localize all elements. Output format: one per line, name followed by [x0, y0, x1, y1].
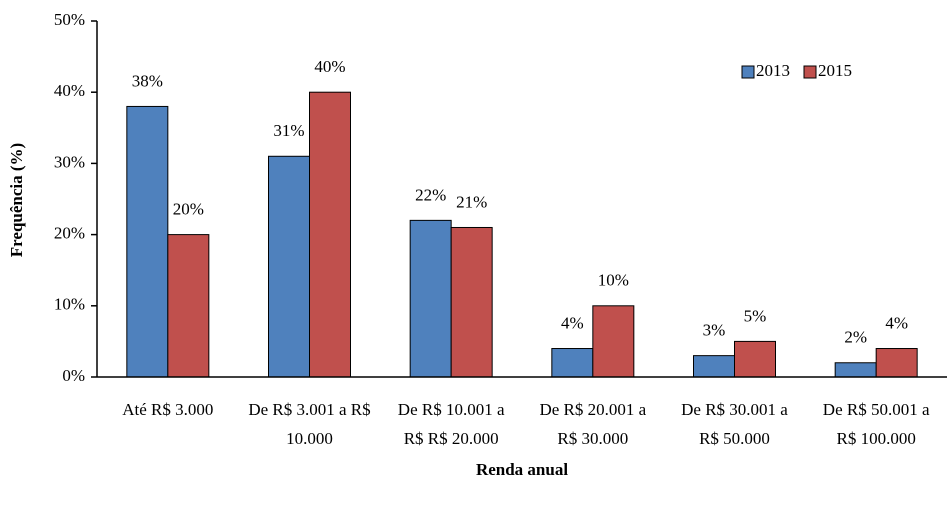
- bar: [450, 226, 493, 378]
- bar: [167, 234, 210, 378]
- bar: [551, 348, 594, 378]
- x-tick-label: De R$ 50.001 a: [823, 400, 930, 419]
- value-label: 20%: [173, 200, 204, 219]
- x-tick-label: R$ R$ 20.000: [404, 429, 499, 448]
- y-tick-label: 40%: [54, 81, 85, 100]
- x-tick-label: De R$ 30.001 a: [681, 400, 788, 419]
- bar: [126, 105, 169, 378]
- bar: [592, 305, 635, 378]
- y-tick-label: 30%: [54, 152, 85, 171]
- bar: [693, 355, 735, 378]
- value-label: 22%: [415, 185, 446, 204]
- x-tick-label: De R$ 10.001 a: [398, 400, 505, 419]
- x-tick-label: R$ 100.000: [836, 429, 915, 448]
- bar: [268, 155, 310, 378]
- bar: [875, 348, 918, 378]
- value-label: 4%: [561, 313, 584, 332]
- value-label: 10%: [598, 271, 629, 290]
- value-label: 31%: [273, 121, 304, 140]
- x-tick-label: R$ 50.000: [699, 429, 770, 448]
- value-label: 40%: [314, 57, 345, 76]
- x-tick-label: 10.000: [286, 429, 333, 448]
- value-label: 5%: [744, 306, 767, 325]
- bar: [834, 362, 877, 378]
- x-tick-label: De R$ 20.001 a: [539, 400, 646, 419]
- y-tick-label: 10%: [54, 295, 85, 314]
- x-axis-title: Renda anual: [476, 460, 568, 479]
- value-label: 4%: [885, 313, 908, 332]
- y-axis-title: Frequência (%): [7, 143, 26, 257]
- y-tick-label: 50%: [54, 10, 85, 29]
- bar: [309, 91, 351, 378]
- value-label: 2%: [844, 328, 867, 347]
- value-label: 3%: [703, 321, 726, 340]
- y-tick-label: 0%: [62, 366, 85, 385]
- legend-label: 2013: [756, 61, 790, 80]
- legend-swatch: [803, 65, 817, 79]
- value-label: 38%: [132, 71, 163, 90]
- x-tick-label: De R$ 3.001 a R$: [248, 400, 370, 419]
- bar: [409, 219, 452, 378]
- y-tick-label: 20%: [54, 224, 85, 243]
- legend-label: 2015: [818, 61, 852, 80]
- bar: [734, 340, 776, 378]
- legend-swatch: [741, 65, 755, 79]
- x-tick-label: R$ 30.000: [557, 429, 628, 448]
- value-label: 21%: [456, 192, 487, 211]
- x-tick-label: Até R$ 3.000: [122, 400, 213, 419]
